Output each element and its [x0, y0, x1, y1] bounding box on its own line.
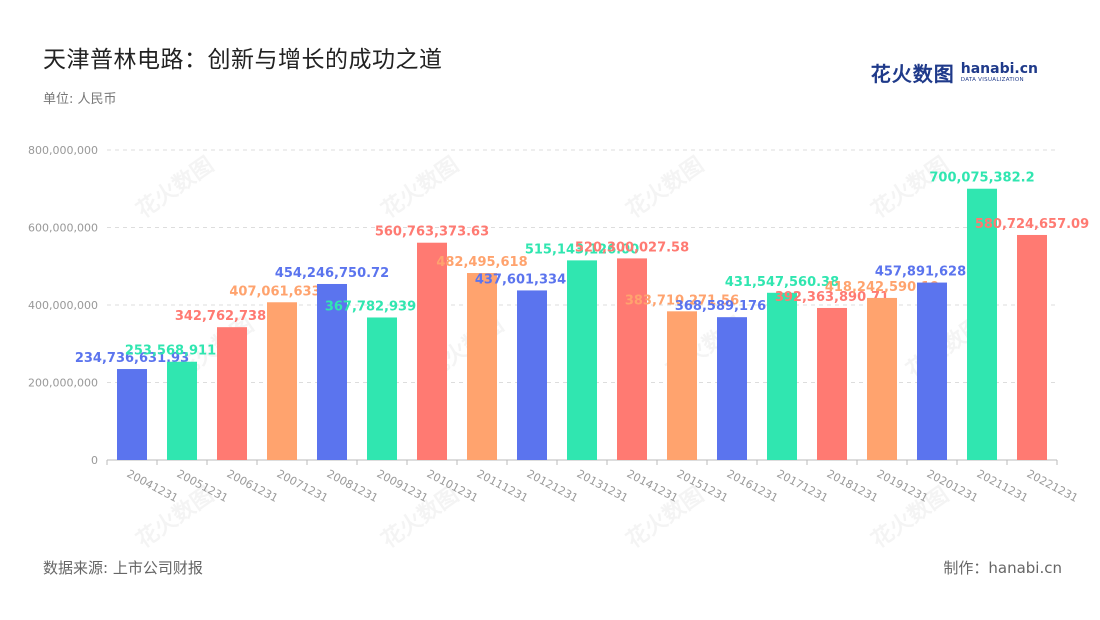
bar: [1017, 234, 1047, 460]
bar: [867, 297, 897, 460]
x-tick-label: 20191231: [875, 467, 931, 505]
bar: [467, 273, 497, 460]
data-label: 515,143,126.00: [525, 242, 639, 257]
bar: [567, 260, 597, 460]
x-tick-label: 20221231: [1025, 467, 1081, 505]
data-label: 234,736,631.93: [75, 351, 189, 366]
y-tick-label: 200,000,000: [28, 377, 98, 390]
x-tick-label: 20141231: [625, 467, 681, 505]
data-label: 580,724,657.09: [975, 217, 1089, 232]
x-tick-label: 20171231: [775, 467, 831, 505]
x-tick-label: 20061231: [225, 467, 281, 505]
data-label: 457,891,628.98: [875, 265, 989, 280]
x-tick-label: 20201231: [925, 467, 981, 505]
x-tick-label: 20131231: [575, 467, 631, 505]
credit: 制作：hanabi.cn: [943, 559, 1062, 577]
x-tick-label: 20211231: [975, 467, 1031, 505]
data-label: 431,547,560.38: [725, 275, 839, 290]
bar: [817, 307, 847, 460]
x-tick-label: 20041231: [125, 467, 181, 505]
data-source: 数据来源: 上市公司财报: [43, 559, 203, 577]
data-label: 437,601,334.64: [475, 272, 589, 287]
chart-title: 天津普林电路：创新与增长的成功之道: [43, 47, 443, 73]
x-tick-label: 20071231: [275, 467, 331, 505]
x-tick-label: 20051231: [175, 467, 231, 505]
y-tick-label: 0: [91, 454, 98, 467]
bar: [267, 302, 297, 460]
data-label: 367,782,939.99: [325, 299, 439, 314]
data-label: 392,363,890.71: [775, 290, 889, 305]
x-tick-label: 20181231: [825, 467, 881, 505]
bar: [517, 290, 547, 460]
data-label: 560,763,373.63: [375, 225, 489, 240]
data-label: 368,589,176.15: [675, 299, 789, 314]
data-label: 383,710,271.56: [625, 293, 739, 308]
bar: [217, 327, 247, 460]
brand-logo: 花火数图 hanabi.cn DATA VISUALIZATION: [871, 58, 1038, 87]
logo-cn-text: 花火数图: [870, 62, 955, 86]
logo-sub-text: DATA VISUALIZATION: [960, 76, 1024, 83]
x-tick-label: 20101231: [425, 467, 481, 505]
y-tick-label: 400,000,000: [28, 299, 98, 312]
data-label: 253,568,911.41: [125, 344, 239, 359]
data-label: 454,246,750.72: [275, 266, 389, 281]
bar: [117, 369, 147, 460]
x-tick-label: 20151231: [675, 467, 731, 505]
bar: [367, 317, 397, 460]
bar: [667, 311, 697, 460]
data-label: 418,242,590.19: [825, 280, 939, 295]
data-label: 700,075,382.2: [929, 171, 1034, 186]
x-tick-label: 20111231: [475, 467, 531, 505]
logo-en-text: hanabi.cn: [960, 60, 1038, 77]
data-label: 407,061,633.7: [229, 284, 334, 299]
x-tick-label: 20161231: [725, 467, 781, 505]
data-label: 482,495,618: [436, 255, 527, 270]
x-tick-label: 20081231: [325, 467, 381, 505]
bar: [917, 282, 947, 460]
x-tick-label: 20091231: [375, 467, 431, 505]
bar: [767, 292, 797, 460]
y-tick-label: 600,000,000: [28, 222, 98, 235]
x-tick-label: 20121231: [525, 467, 581, 505]
data-label: 520,300,027.58: [575, 240, 689, 255]
y-tick-label: 800,000,000: [28, 144, 98, 157]
bar: [167, 361, 197, 460]
data-label: 342,762,738.69: [175, 309, 289, 324]
unit-label: 单位: 人民币: [43, 92, 117, 107]
bar: [617, 258, 647, 460]
bar: [317, 283, 347, 460]
bar: [717, 317, 747, 460]
bar: [967, 188, 997, 460]
bar: [417, 242, 447, 460]
